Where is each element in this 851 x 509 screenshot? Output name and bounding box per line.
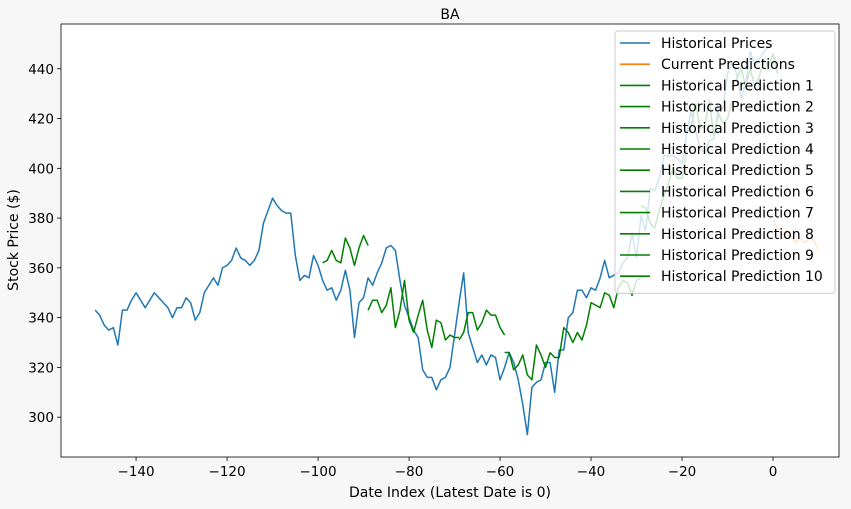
legend-label-historical-prediction-10: Historical Prediction 10 xyxy=(661,269,823,285)
y-tick-label: 380 xyxy=(28,211,54,227)
legend-label-historical-prediction-7: Historical Prediction 7 xyxy=(661,206,814,222)
series-line-historical-prediction-1 xyxy=(322,234,369,267)
legend-label-historical-prediction-4: Historical Prediction 4 xyxy=(661,142,814,158)
x-tick-label: −140 xyxy=(118,464,155,480)
y-tick-label: 320 xyxy=(28,360,54,376)
series-line-historical-prediction-3 xyxy=(412,299,460,349)
y-tick-label: 300 xyxy=(28,410,54,426)
y-tick-label: 420 xyxy=(28,112,54,128)
legend-label-current-predictions: Current Predictions xyxy=(661,57,795,73)
legend: Historical Prices Current Predictions Hist… xyxy=(614,30,836,294)
y-tick-label: 340 xyxy=(28,311,54,327)
x-axis-ticks: −140 −120 −100 −80 −60 −40 −20 0 xyxy=(118,457,778,480)
x-axis-label: Date Index (Latest Date is 0) xyxy=(349,485,551,501)
y-tick-label: 400 xyxy=(28,161,54,177)
legend-label-historical-prices: Historical Prices xyxy=(661,36,772,52)
y-axis-label: Stock Price ($) xyxy=(6,189,22,291)
x-tick-label: −20 xyxy=(668,464,697,480)
x-tick-label: −60 xyxy=(486,464,515,480)
x-tick-label: −120 xyxy=(209,464,246,480)
legend-label-historical-prediction-6: Historical Prediction 6 xyxy=(661,184,814,200)
legend-label-historical-prediction-3: Historical Prediction 3 xyxy=(661,121,814,137)
legend-label-historical-prediction-1: Historical Prediction 1 xyxy=(661,78,814,94)
series-line-historical-prediction-6 xyxy=(549,301,596,359)
legend-box xyxy=(614,30,836,294)
x-tick-label: −100 xyxy=(300,464,337,480)
series-line-historical-prediction-2 xyxy=(367,279,415,333)
x-tick-label: −40 xyxy=(577,464,606,480)
y-tick-label: 360 xyxy=(28,261,54,277)
plot-frame xyxy=(60,23,840,458)
y-axis-ticks: 300 320 340 360 380 400 420 440 xyxy=(28,62,61,426)
chart-title: BA xyxy=(440,7,460,23)
series-line-historical-prediction-5 xyxy=(504,344,551,381)
legend-label-historical-prediction-8: Historical Prediction 8 xyxy=(661,227,814,243)
legend-label-historical-prediction-9: Historical Prediction 9 xyxy=(661,248,814,264)
legend-label-historical-prediction-5: Historical Prediction 5 xyxy=(661,163,814,179)
series-line-historical-prediction-4 xyxy=(458,309,506,341)
legend-label-historical-prediction-2: Historical Prediction 2 xyxy=(661,100,814,116)
y-tick-label: 440 xyxy=(28,62,54,78)
x-tick-label: −80 xyxy=(395,464,424,480)
x-tick-label: 0 xyxy=(769,464,778,480)
